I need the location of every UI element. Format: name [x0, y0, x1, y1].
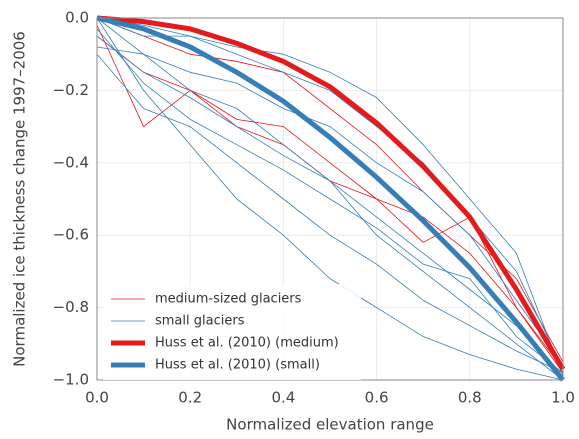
x-tick-label: 0.4 [271, 389, 295, 407]
legend-box [103, 284, 361, 380]
x-tick-label: 0.0 [85, 389, 109, 407]
y-tick-label: −1.0 [53, 371, 89, 389]
line [96, 15, 565, 382]
y-tick-label: 0.0 [65, 9, 89, 27]
line [96, 35, 564, 370]
legend-label: medium-sized glaciers [155, 292, 302, 307]
legend-label: Huss et al. (2010) (small) [155, 358, 320, 373]
x-tick-label: 0.2 [178, 389, 202, 407]
x-tick-label: 0.8 [458, 389, 482, 407]
line [96, 15, 566, 371]
line [96, 46, 564, 366]
legend-label: Huss et al. (2010) (medium) [155, 336, 339, 351]
line [96, 17, 564, 377]
y-tick-label: −0.6 [53, 226, 89, 244]
line [96, 28, 564, 374]
x-tick-label: 0.6 [365, 389, 389, 407]
line [96, 17, 564, 381]
line [96, 53, 564, 374]
line [96, 17, 564, 370]
x-axis-label: Normalized elevation range [226, 416, 434, 434]
line [96, 17, 564, 363]
legend-label: small glaciers [155, 314, 245, 329]
line [96, 35, 564, 381]
y-axis-label: Normalized ice thickness change 1997–200… [11, 31, 29, 367]
y-tick-label: −0.4 [53, 153, 89, 171]
x-tick-label: 1.0 [551, 389, 575, 407]
y-tick-label: −0.8 [53, 298, 89, 316]
y-tick-label: −0.2 [53, 81, 89, 99]
